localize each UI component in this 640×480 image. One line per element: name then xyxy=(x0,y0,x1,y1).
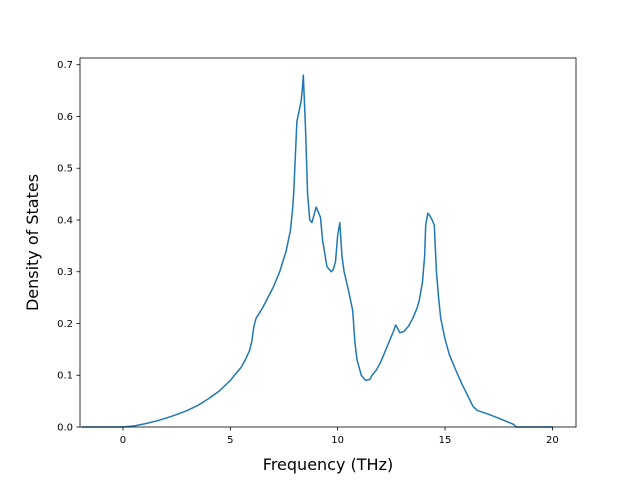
y-tick-label: 0.5 xyxy=(57,164,73,175)
y-tick-label: 0.7 xyxy=(57,60,73,71)
x-tick-label: 15 xyxy=(439,435,452,446)
x-tick-label: 10 xyxy=(331,435,344,446)
y-tick-label: 0.0 xyxy=(57,423,73,434)
y-axis: 0.0 0.1 0.2 0.3 0.4 0.5 0.6 0.7 xyxy=(57,60,80,434)
series-line xyxy=(81,74,554,428)
y-tick-label: 0.2 xyxy=(57,319,73,330)
y-tick-label: 0.4 xyxy=(57,215,73,226)
plot-area xyxy=(79,57,577,428)
y-tick-label: 0.1 xyxy=(57,371,73,382)
x-tick-label: 20 xyxy=(546,435,559,446)
y-tick-label: 0.3 xyxy=(57,267,73,278)
y-tick-label: 0.6 xyxy=(57,112,73,123)
x-axis-label: Frequency (THz) xyxy=(263,455,393,474)
plot-frame xyxy=(79,57,577,428)
x-tick-label: 0 xyxy=(120,435,126,446)
x-tick-label: 5 xyxy=(227,435,233,446)
x-axis: 0 5 10 15 20 xyxy=(120,427,559,446)
y-axis-label: Density of States xyxy=(23,174,42,311)
